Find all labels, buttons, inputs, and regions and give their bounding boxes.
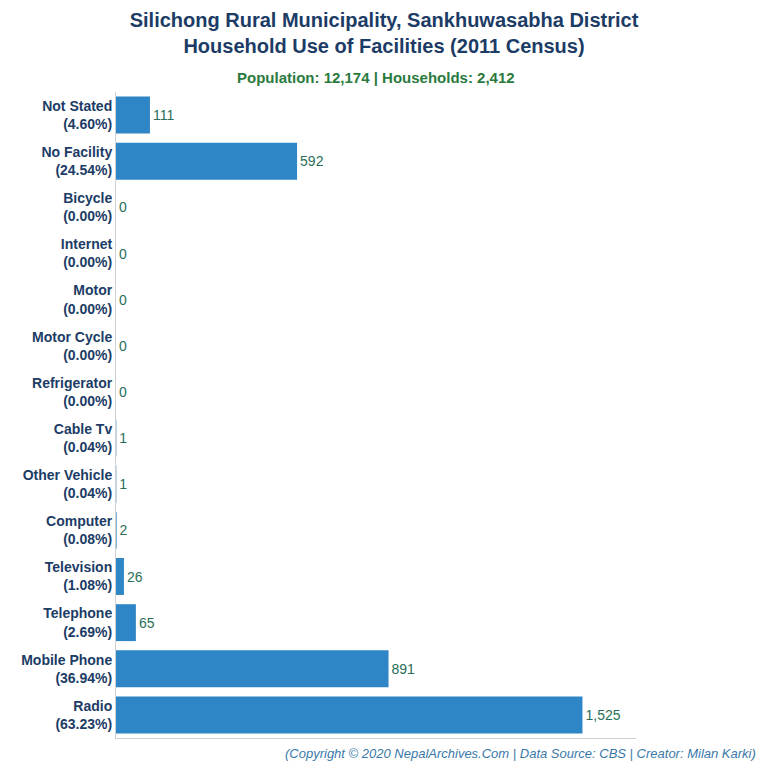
svg-text:Radio(63.23%): Radio(63.23%) (55, 698, 112, 732)
svg-text:Other Vehicle(0.04%): Other Vehicle(0.04%) (23, 467, 113, 501)
svg-text:Bicycle(0.00%): Bicycle(0.00%) (63, 190, 112, 224)
svg-text:0: 0 (119, 246, 127, 262)
svg-text:(Copyright © 2020 NepalArchive: (Copyright © 2020 NepalArchives.Com | Da… (285, 746, 756, 761)
svg-text:Cable Tv(0.04%): Cable Tv(0.04%) (54, 421, 113, 455)
svg-text:1: 1 (119, 430, 127, 446)
svg-text:Refrigerator(0.00%): Refrigerator(0.00%) (32, 375, 113, 409)
svg-text:Telephone(2.69%): Telephone(2.69%) (43, 605, 112, 639)
svg-text:Motor(0.00%): Motor(0.00%) (63, 282, 113, 316)
svg-text:Population: 12,174 | Household: Population: 12,174 | Households: 2,412 (237, 69, 515, 86)
svg-text:891: 891 (392, 661, 416, 677)
svg-text:592: 592 (300, 153, 324, 169)
svg-text:26: 26 (127, 569, 143, 585)
svg-text:111: 111 (153, 107, 174, 123)
svg-text:65: 65 (139, 615, 155, 631)
svg-text:Internet(0.00%): Internet(0.00%) (61, 236, 113, 270)
svg-text:1,525: 1,525 (585, 707, 620, 723)
svg-text:0: 0 (119, 384, 127, 400)
svg-text:1: 1 (119, 476, 127, 492)
svg-text:No Facility(24.54%): No Facility(24.54%) (41, 144, 112, 178)
svg-text:Television(1.08%): Television(1.08%) (45, 559, 112, 593)
svg-text:Computer(0.08%): Computer(0.08%) (46, 513, 113, 547)
svg-text:2: 2 (120, 522, 128, 538)
svg-text:0: 0 (119, 199, 127, 215)
svg-text:Motor Cycle(0.00%): Motor Cycle(0.00%) (32, 329, 112, 363)
svg-text:Silichong Rural Municipality,: Silichong Rural Municipality, Sankhuwasa… (130, 9, 639, 57)
svg-text:0: 0 (119, 338, 127, 354)
svg-text:Mobile Phone(36.94%): Mobile Phone(36.94%) (21, 652, 112, 686)
svg-text:0: 0 (119, 292, 127, 308)
svg-text:Not Stated(4.60%): Not Stated(4.60%) (42, 98, 112, 132)
